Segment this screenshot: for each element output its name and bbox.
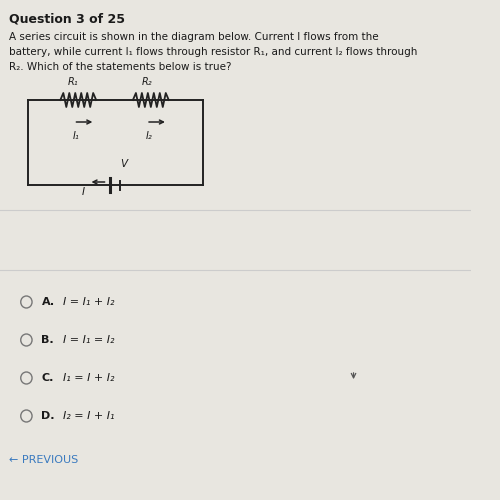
Text: B.: B. xyxy=(42,335,54,345)
Text: R₂: R₂ xyxy=(142,77,152,87)
Text: I = I₁ + I₂: I = I₁ + I₂ xyxy=(63,297,114,307)
Text: I₂ = I + I₁: I₂ = I + I₁ xyxy=(63,411,114,421)
Text: C.: C. xyxy=(42,373,54,383)
Text: I = I₁ = I₂: I = I₁ = I₂ xyxy=(63,335,114,345)
Text: I₁: I₁ xyxy=(73,131,80,141)
Text: R₂. Which of the statements below is true?: R₂. Which of the statements below is tru… xyxy=(10,62,232,72)
Text: I: I xyxy=(82,187,85,197)
Text: I₂: I₂ xyxy=(146,131,152,141)
Text: V: V xyxy=(120,159,128,169)
Text: battery, while current I₁ flows through resistor R₁, and current I₂ flows throug: battery, while current I₁ flows through … xyxy=(10,47,418,57)
Text: R₁: R₁ xyxy=(68,77,78,87)
Text: Question 3 of 25: Question 3 of 25 xyxy=(10,12,126,25)
Text: ← PREVIOUS: ← PREVIOUS xyxy=(10,455,78,465)
Text: A series circuit is shown in the diagram below. Current I flows from the: A series circuit is shown in the diagram… xyxy=(10,32,379,42)
Text: A.: A. xyxy=(42,297,54,307)
Text: I₁ = I + I₂: I₁ = I + I₂ xyxy=(63,373,114,383)
Text: D.: D. xyxy=(42,411,55,421)
